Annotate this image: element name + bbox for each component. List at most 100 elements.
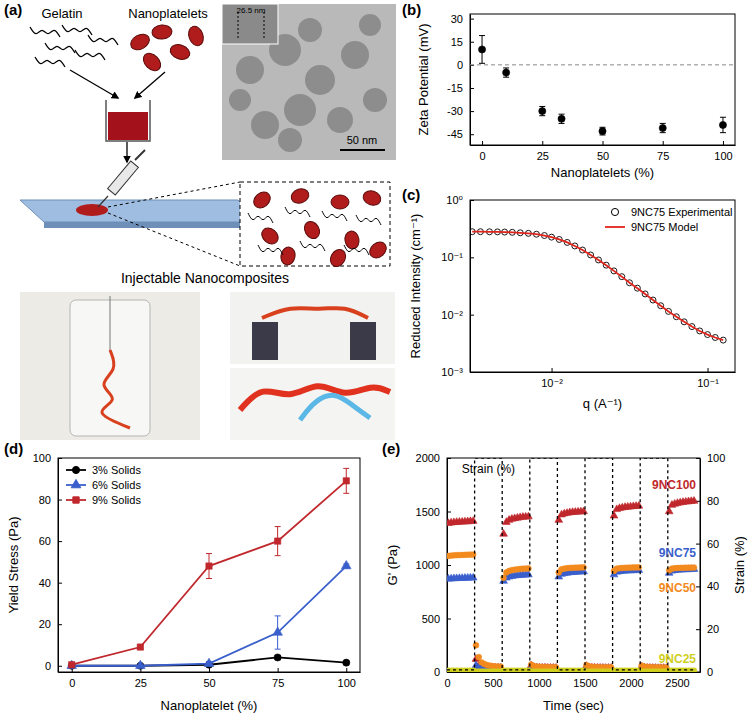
tick-label: 500 [484,677,502,689]
tick: 25 [537,141,549,162]
tick-label: 0 [69,677,75,689]
tick-label: 1500 [573,677,597,689]
tick: 100 [33,452,62,464]
series-label: 9NC50 [659,581,697,595]
tick-label: -30 [447,105,463,117]
tick-label: 2000 [416,452,440,464]
marker [580,507,588,514]
zoom-line [108,213,240,266]
marker [503,69,510,76]
panel: (b)0255075100-45-30-1501530Nanoplatelets… [402,1,736,180]
plot-area [67,468,351,669]
tick-label: 10⁰ [446,194,463,206]
tick: 80 [696,495,719,507]
tick-mark [696,629,700,630]
marker [343,659,350,666]
network-platelet [289,186,311,205]
axis-line [700,459,701,673]
marker [558,115,565,122]
y2-axis-title: Strain (%) [732,536,747,594]
series [472,232,723,340]
tick-label: 75 [657,150,669,162]
figure-svg: (a)GelatinNanoplatelets26.5 nm50 nmInjec… [0,0,754,719]
tem-particle [327,107,353,133]
axis: 020406080100 [696,452,725,678]
tick-label: 10⁻² [541,377,563,389]
error-bar [600,127,606,135]
network-strand [258,245,283,255]
tick-mark [542,141,543,145]
tick-mark [470,111,474,112]
tick: 10⁰ [446,194,474,206]
tick-mark [470,134,474,135]
series [447,565,698,672]
error-bar [206,554,212,579]
panel: (e)0500100015002000250005001000150020000… [382,440,747,713]
axis: 10⁻³10⁻²10⁻¹10⁰ [441,194,474,378]
tick-mark [470,19,474,20]
tick-mark [58,624,62,625]
marker [137,644,143,650]
tick-label: 25 [135,677,147,689]
tem-image [222,4,396,160]
network-strand [285,207,310,217]
tick-mark [696,544,700,545]
network-platelet [280,246,297,266]
plot-frame [58,458,360,672]
tem-particle [251,111,279,139]
marker [478,46,485,53]
nanoplatelets [128,24,206,74]
tick: 2000 [619,668,643,689]
marker [665,507,673,514]
gel-drop [76,204,108,216]
tick: 100 [338,668,356,689]
legend-marker [71,479,81,487]
tick: 100 [696,452,725,464]
tick: 10⁻² [441,309,474,321]
tick: 50 [597,141,609,162]
tick: -15 [447,82,474,94]
tick-mark [58,458,62,459]
legend: 9NC75 Experimental9NC75 Model [605,206,733,233]
axis: 0500100015002000 [416,452,451,678]
tick-label: 40 [707,580,719,592]
series-labels: 9NC1009NC759NC509NC25Strain (%) [462,462,697,666]
tick-mark [470,88,474,89]
arrow [70,70,118,98]
tick-label: 100 [714,150,732,162]
tick: 500 [422,613,451,625]
tick-mark [209,668,210,672]
tem-particle [363,88,387,112]
tick: 80 [39,494,62,506]
plot-frame [447,458,700,672]
series-label: 9NC25 [659,652,697,666]
tick: 60 [696,538,719,550]
tick-label: 100 [338,677,356,689]
zoom-line [108,182,240,207]
legend-line [605,226,625,228]
legend-marker [611,208,618,215]
gelatin-strand [35,57,65,67]
tem-particle [341,41,369,69]
tick: 40 [696,580,719,592]
inset-guide [264,12,265,40]
network-platelet [327,247,348,270]
axis-line [471,372,736,373]
marker [469,573,477,580]
tick: 0 [696,666,713,678]
error-bar [479,36,485,64]
tick: 1000 [416,559,451,571]
error-bar [275,527,281,556]
photo-vial [20,292,200,440]
tick-mark [482,141,483,145]
marker [136,660,146,668]
syringe-plunger [135,150,145,160]
inset-guide [238,12,239,40]
marker [206,563,212,569]
marker [719,121,726,128]
tick-label: 1500 [416,506,440,518]
inset-label: 26.5 nm [237,6,266,15]
scale-label: 50 nm [347,134,378,146]
marker [469,517,477,524]
gelatin-strand [75,50,105,60]
